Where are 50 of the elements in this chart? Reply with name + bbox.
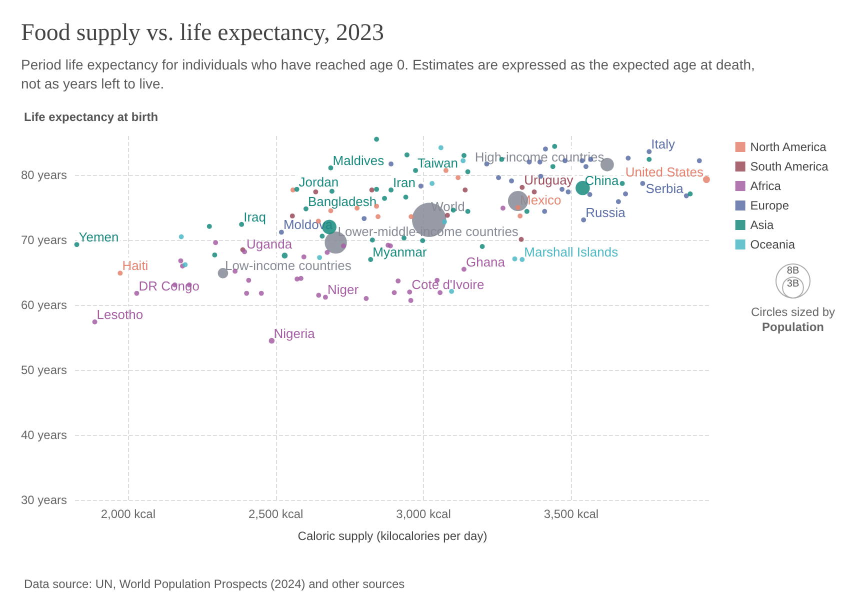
x-tick-label: 2,500 kcal [248, 507, 304, 521]
text: Circles sized by [750, 305, 836, 319]
legend-label: South America [750, 160, 829, 174]
annotation: Iraq [244, 209, 266, 224]
annotation: Maldives [332, 152, 385, 168]
x-tick-label: 3,500 kcal [544, 507, 599, 521]
legend-label: Europe [750, 198, 790, 212]
annotation: Uruguay [524, 172, 574, 188]
y-tick-label: 40 years [20, 428, 67, 442]
annotation: Iran [393, 174, 416, 190]
legend-label: Oceania [750, 238, 796, 252]
y-tick-label: 60 years [20, 298, 67, 312]
annotation: Bangladesh [308, 194, 377, 209]
y-tick-label: 30 years [20, 493, 67, 507]
annotation: Low-income countries [224, 258, 352, 274]
annotation: Lesotho [96, 306, 144, 322]
annotation: Serbia [646, 180, 684, 196]
y-axis-title: Life expectancy at birth [24, 110, 158, 124]
y-tick-label: 70 years [20, 233, 67, 247]
annotation: Haiti [122, 258, 148, 274]
source-note: Data source: UN, World Population Prospects (2024) and other sources [24, 577, 405, 591]
legend-label: North America [750, 140, 827, 154]
y-tick-label: 50 years [20, 363, 67, 377]
annotation: Jordan [298, 174, 339, 190]
annotation: Myanmar [372, 244, 428, 260]
x-tick-label: 3,000 kcal [396, 507, 451, 521]
legend-label: Africa [750, 179, 782, 193]
legend-label: 3B [786, 278, 800, 290]
annotation: DR Congo [138, 278, 200, 294]
y-tick-label: 80 years [20, 168, 67, 182]
annotation: Italy [651, 136, 676, 152]
annotation: United States [625, 164, 704, 180]
annotation: Uganda [246, 236, 293, 252]
x-tick-label: 2,000 kcal [100, 507, 156, 521]
chart-title: Food supply vs. life expectancy, 2023 [21, 20, 384, 46]
text: Population [762, 320, 824, 334]
chart-subtitle: Period life expectancy for individuals who have reached age 0. Estimates are expressed as the expected age at death, not as years left to live. [21, 56, 759, 92]
annotation: Russia [586, 204, 626, 220]
annotation: High-income countries [474, 150, 605, 165]
annotation: Niger [327, 282, 360, 298]
annotation: China [584, 173, 620, 188]
annotation: Taiwan [418, 155, 458, 170]
legend-label: Asia [750, 218, 774, 232]
annotation: Nigeria [274, 326, 316, 341]
annotation: Cote d'Ivoire [412, 277, 484, 292]
annotation: Marshall Islands [524, 244, 619, 260]
legend-label: 8B [786, 266, 800, 276]
x-axis-title: Caloric supply (kilocalories per day) [298, 529, 488, 543]
annotation: Ghana [466, 254, 506, 270]
annotation: Yemen [78, 230, 119, 245]
